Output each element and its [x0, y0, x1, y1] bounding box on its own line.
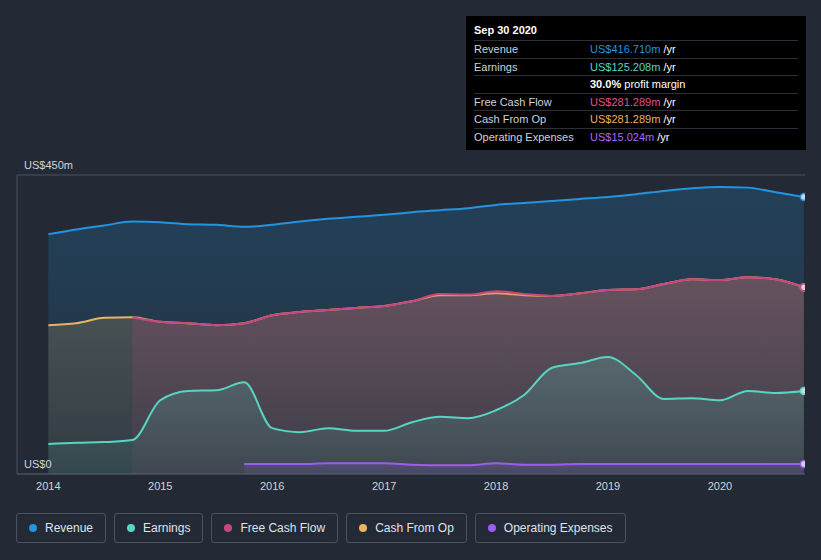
html-text:Revenue: Revenue [474, 43, 518, 56]
html-text:30.0% profit margin: 30.0% profit margin [590, 78, 686, 91]
html-text:Cash From Op: Cash From Op [474, 113, 547, 126]
svg-text:US$450m: US$450m [24, 159, 73, 171]
svg-text:2016: 2016 [260, 480, 284, 492]
html-text:Sep 30 2020: Sep 30 2020 [474, 24, 537, 36]
html-text:Free Cash Flow: Free Cash Flow [474, 95, 552, 108]
html-text:US$416.710m /yr: US$416.710m /yr [590, 43, 676, 56]
html-text:Earnings: Earnings [143, 521, 191, 535]
svg-text:2020: 2020 [708, 480, 732, 492]
html-text:Free Cash Flow: Free Cash Flow [240, 521, 326, 535]
html-text:Operating Expenses: Operating Expenses [503, 521, 613, 535]
html-text:US$125.208m /yr: US$125.208m /yr [590, 60, 676, 73]
html-text:Operating Expenses: Operating Expenses [474, 130, 574, 143]
html-text:US$15.024m /yr: US$15.024m /yr [590, 130, 670, 143]
svg-text:2017: 2017 [372, 480, 396, 492]
html-text:US$281.289m /yr: US$281.289m /yr [590, 95, 676, 108]
html-text:Revenue: Revenue [45, 521, 93, 535]
svg-text:2019: 2019 [596, 480, 620, 492]
svg-text:2015: 2015 [148, 480, 172, 492]
svg-text:2018: 2018 [484, 480, 508, 492]
html-text:US$281.289m /yr: US$281.289m /yr [590, 113, 676, 126]
html-text:Earnings: Earnings [474, 60, 518, 73]
svg-text:US$0: US$0 [24, 458, 52, 470]
svg-text:2014: 2014 [36, 480, 60, 492]
html-text:Cash From Op: Cash From Op [375, 521, 454, 535]
